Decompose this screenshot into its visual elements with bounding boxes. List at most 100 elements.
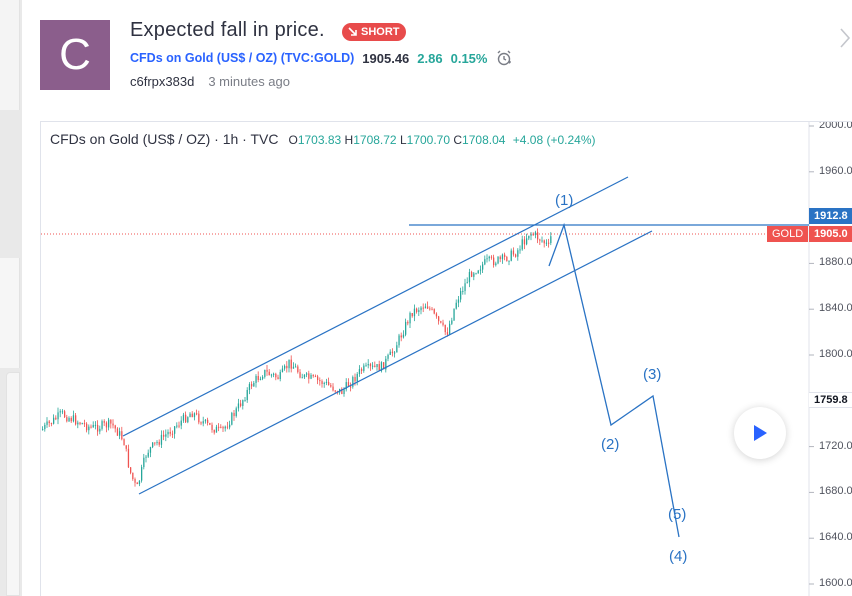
candle-body — [193, 413, 196, 418]
price-axis-label: 1720.0 — [819, 439, 852, 452]
candle-body — [215, 426, 218, 433]
play-replay-button[interactable] — [734, 407, 786, 459]
crosshair-price-tag: 1759.8 — [809, 392, 852, 408]
legend-title: CFDs on Gold (US$ / OZ) · 1h · TVC — [50, 131, 279, 147]
price-axis-label: 1680.0 — [819, 485, 852, 498]
candle-body — [248, 384, 251, 390]
candle-body — [517, 250, 519, 257]
candle-body — [70, 417, 72, 422]
candle-body — [420, 307, 422, 311]
candle-body — [64, 411, 66, 418]
candle-body — [341, 388, 343, 395]
candle-body — [416, 308, 418, 312]
candle-body — [275, 373, 277, 378]
candle-body — [266, 369, 268, 372]
candle-body — [178, 425, 180, 427]
candle-body — [367, 364, 369, 366]
candle-body — [198, 413, 200, 423]
tag-crosshair-price: 1759.8 — [814, 394, 848, 406]
candle-body — [83, 423, 86, 425]
candle-body — [121, 431, 123, 440]
candle-body — [446, 332, 449, 335]
legend-high: 1708.72 — [353, 133, 397, 147]
candle-body — [493, 257, 495, 266]
candle-body — [160, 434, 163, 445]
candle-body — [358, 369, 361, 374]
candle-body — [451, 320, 453, 324]
candle-body — [240, 403, 242, 406]
candle-body — [301, 377, 303, 379]
candle-body — [411, 313, 413, 317]
candle-body — [383, 362, 385, 370]
candle-body — [345, 382, 347, 390]
elliott-wave-path — [548, 222, 680, 538]
candle-body — [506, 256, 508, 261]
candle-body — [321, 381, 323, 384]
candle-body — [134, 479, 136, 483]
candle-body — [343, 389, 345, 395]
candle-body — [57, 412, 59, 420]
symbol-link[interactable]: CFDs on Gold (US$ / OZ) (TVC:GOLD) — [130, 51, 355, 65]
candle-body — [119, 431, 121, 436]
current-price-tag: 1905.0 — [809, 226, 852, 242]
candle-body — [226, 426, 229, 428]
candle-body — [389, 351, 391, 355]
candle-body — [48, 421, 50, 424]
candle-body — [468, 272, 471, 283]
candle-body — [277, 377, 279, 380]
candle-body — [537, 232, 539, 240]
candle-body — [127, 448, 130, 468]
author-avatar[interactable]: C — [40, 20, 110, 90]
candle-body — [101, 421, 103, 429]
sidebar-panel — [0, 258, 20, 368]
price-axis-label: 1880.0 — [819, 256, 852, 269]
price-axis-ticks — [809, 125, 814, 585]
candle-body — [86, 423, 88, 431]
candle-body — [189, 413, 191, 418]
chart-panel[interactable]: CFDs on Gold (US$ / OZ) · 1h · TVC O1703… — [40, 121, 852, 596]
author-name[interactable]: c6frpx383d — [130, 74, 195, 89]
candle-body — [356, 373, 358, 382]
candle-body — [550, 236, 552, 243]
candle-body — [519, 249, 521, 251]
candle-body — [319, 380, 321, 382]
candle-body — [244, 400, 246, 402]
candle-body — [396, 345, 398, 353]
candle-body — [218, 426, 220, 428]
candle-body — [191, 413, 193, 418]
candle-body — [350, 386, 352, 388]
candle-body — [220, 426, 222, 428]
sidebar-panel — [6, 372, 20, 596]
add-alert-icon[interactable] — [495, 49, 513, 67]
candle-body — [72, 415, 75, 422]
candle-body — [473, 273, 475, 277]
candle-body — [347, 382, 350, 387]
candle-body — [108, 419, 110, 428]
candle-body — [400, 335, 402, 338]
candle-body — [299, 372, 301, 378]
candle-body — [440, 321, 442, 323]
legend-ohlc: O1703.83 H1708.72 L1700.70 C1708.04 +4.0… — [288, 133, 595, 147]
candle-body — [77, 422, 79, 425]
candle-body — [235, 408, 237, 417]
candle-body — [268, 371, 270, 376]
candle-body — [455, 302, 457, 309]
candle-body — [328, 381, 330, 386]
candle-body — [174, 426, 176, 434]
price-axis-label: 1960.0 — [819, 164, 852, 177]
candle-body — [534, 232, 537, 236]
candle-body — [295, 366, 297, 368]
candle-body — [391, 351, 394, 354]
candle-body — [90, 426, 92, 428]
candle-body — [363, 365, 365, 371]
idea-title[interactable]: Expected fall in price. — [130, 19, 325, 41]
price-chart[interactable] — [41, 122, 852, 596]
price-axis-label: 1800.0 — [819, 348, 852, 360]
candle-body — [112, 423, 114, 426]
wave-label-4: (4) — [669, 548, 688, 565]
candle-body — [81, 423, 83, 425]
chevron-right-icon[interactable] — [838, 26, 852, 50]
wave-label-1: (1) — [555, 192, 574, 209]
candle-body — [354, 376, 356, 382]
candle-body — [171, 433, 174, 435]
